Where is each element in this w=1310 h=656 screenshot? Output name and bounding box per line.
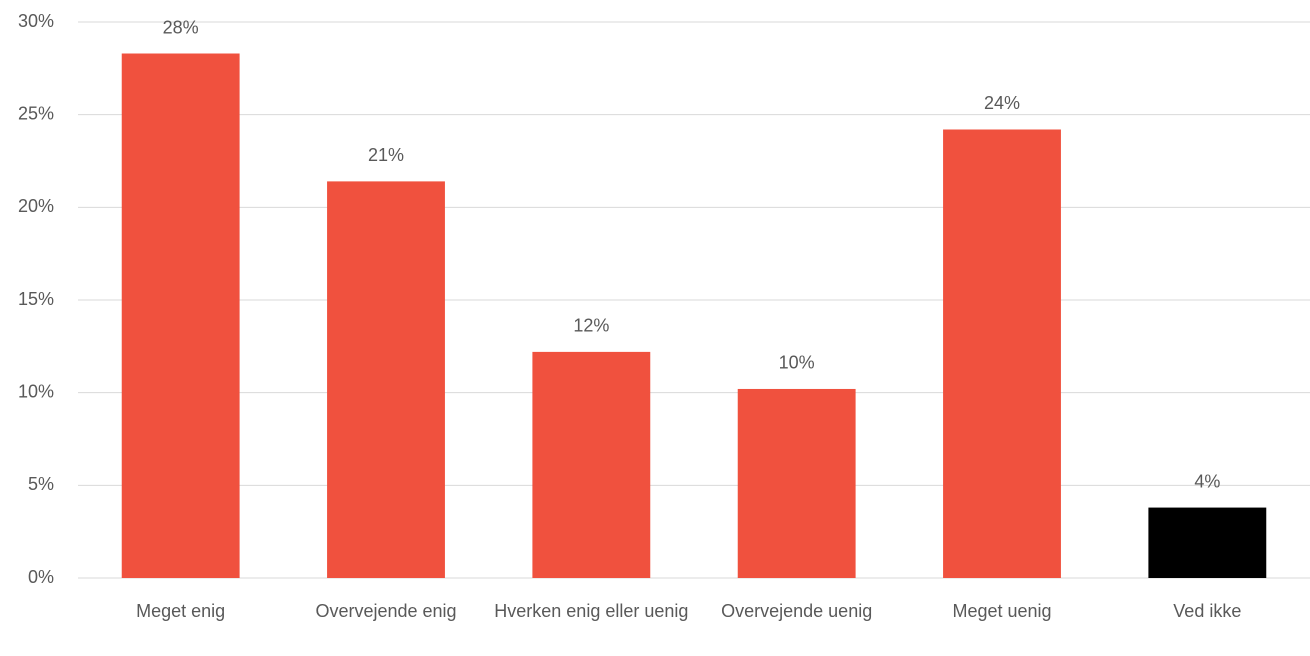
bar — [943, 129, 1061, 578]
y-tick-label: 15% — [18, 289, 54, 309]
bar — [737, 388, 856, 578]
bar — [1148, 507, 1267, 578]
y-tick-label: 10% — [18, 381, 54, 401]
value-label: 21% — [368, 145, 404, 165]
x-tick-label: Overvejende enig — [315, 601, 456, 621]
value-label: 10% — [779, 353, 815, 373]
y-tick-label: 0% — [28, 567, 54, 587]
value-label: 12% — [573, 316, 609, 336]
y-tick-label: 30% — [18, 11, 54, 31]
y-tick-label: 5% — [28, 474, 54, 494]
value-label: 24% — [984, 93, 1020, 113]
x-tick-label: Meget enig — [136, 601, 225, 621]
x-tick-label: Ved ikke — [1173, 601, 1241, 621]
x-tick-label: Hverken enig eller uenig — [494, 601, 688, 621]
y-tick-label: 20% — [18, 196, 54, 216]
bar — [327, 181, 445, 579]
value-label: 4% — [1194, 471, 1220, 491]
bar — [532, 351, 651, 578]
value-label: 28% — [163, 17, 199, 37]
x-tick-label: Meget uenig — [952, 601, 1051, 621]
bar — [121, 53, 240, 579]
x-tick-label: Overvejende uenig — [721, 601, 872, 621]
y-tick-label: 25% — [18, 103, 54, 123]
